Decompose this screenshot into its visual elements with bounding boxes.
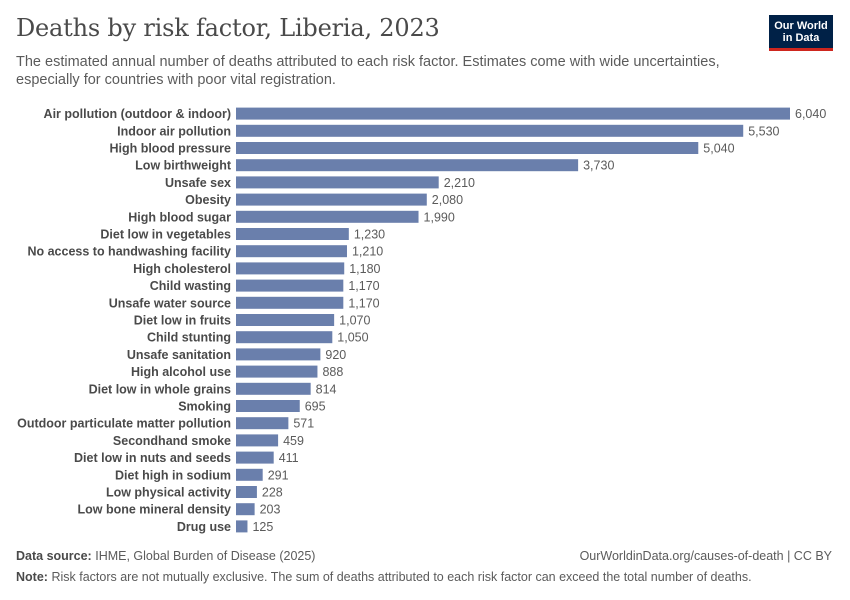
bar[interactable] <box>236 210 419 223</box>
value-label: 125 <box>252 520 273 534</box>
bar-chart: Air pollution (outdoor & indoor) 6,040 Ind… <box>17 107 826 534</box>
value-label: 571 <box>293 417 314 431</box>
category-label: High cholesterol <box>133 262 231 276</box>
category-label: Low bone mineral density <box>78 503 232 517</box>
bar[interactable] <box>236 365 318 378</box>
bar[interactable] <box>236 400 300 412</box>
bar[interactable] <box>236 417 289 430</box>
bar[interactable] <box>236 245 347 258</box>
category-label: No access to handwashing facility <box>27 245 231 259</box>
bar[interactable] <box>236 228 349 240</box>
value-label: 814 <box>316 382 337 396</box>
note-label: Note: <box>16 570 48 584</box>
value-label: 411 <box>279 451 299 465</box>
bar[interactable] <box>236 314 335 326</box>
value-label: 459 <box>283 434 304 448</box>
value-label: 5,040 <box>703 142 734 156</box>
chart-title: Deaths by risk factor, Liberia, 2023 <box>16 14 440 42</box>
value-label: 228 <box>262 486 283 500</box>
bar[interactable] <box>236 503 255 516</box>
bar[interactable] <box>236 107 790 120</box>
value-label: 1,170 <box>348 279 379 293</box>
value-label: 2,210 <box>444 176 475 190</box>
bar[interactable] <box>236 124 744 137</box>
bar[interactable] <box>236 176 439 189</box>
category-label: Smoking <box>178 400 231 414</box>
category-label: Secondhand smoke <box>113 434 231 448</box>
category-label: Low birthweight <box>135 159 232 173</box>
bar[interactable] <box>236 348 321 361</box>
bar[interactable] <box>236 520 248 533</box>
value-label: 203 <box>260 503 281 517</box>
owid-logo[interactable]: Our World in Data <box>769 15 833 51</box>
logo-line-2: in Data <box>782 32 820 44</box>
bar[interactable] <box>236 331 333 344</box>
category-label: Unsafe sanitation <box>127 348 231 362</box>
value-label: 291 <box>268 468 289 482</box>
category-label: Air pollution (outdoor & indoor) <box>44 107 231 121</box>
value-label: 6,040 <box>795 107 826 121</box>
value-label: 1,990 <box>424 210 455 224</box>
category-label: Indoor air pollution <box>117 124 231 138</box>
source-url-link[interactable]: OurWorldinData.org/causes-of-death | CC … <box>579 549 832 563</box>
bar[interactable] <box>236 382 311 395</box>
bar[interactable] <box>236 451 274 464</box>
value-label: 1,230 <box>354 228 385 242</box>
value-label: 3,730 <box>583 159 614 173</box>
note-text: Risk factors are not mutually exclusive.… <box>51 570 752 584</box>
value-label: 1,050 <box>337 331 368 345</box>
value-label: 695 <box>305 400 326 414</box>
value-label: 2,080 <box>432 193 463 207</box>
bar[interactable] <box>236 262 345 275</box>
value-label: 1,070 <box>339 314 370 328</box>
bar[interactable] <box>236 486 257 498</box>
category-label: Child stunting <box>147 331 231 345</box>
bar[interactable] <box>236 279 344 292</box>
category-label: Child wasting <box>150 279 231 293</box>
value-label: 5,530 <box>748 124 779 138</box>
category-label: Outdoor particulate matter pollution <box>17 417 231 431</box>
category-label: Diet low in fruits <box>134 314 231 328</box>
value-label: 1,210 <box>352 245 383 259</box>
category-label: Unsafe sex <box>165 176 231 190</box>
bar[interactable] <box>236 142 699 154</box>
chart-note: Note: Risk factors are not mutually excl… <box>16 570 752 584</box>
bar[interactable] <box>236 468 263 481</box>
bar[interactable] <box>236 434 279 447</box>
category-label: High alcohol use <box>131 365 231 379</box>
value-label: 920 <box>325 348 346 362</box>
category-label: High blood pressure <box>109 142 231 156</box>
source-text[interactable]: IHME, Global Burden of Disease (2025) <box>95 549 316 563</box>
category-label: Diet low in vegetables <box>100 228 231 242</box>
value-label: 1,170 <box>348 296 379 310</box>
category-label: Obesity <box>185 193 231 207</box>
value-label: 888 <box>322 365 343 379</box>
category-label: Diet low in nuts and seeds <box>74 451 231 465</box>
logo-line-1: Our World <box>774 20 828 32</box>
category-label: Diet high in sodium <box>115 468 231 482</box>
category-label: Diet low in whole grains <box>89 382 231 396</box>
chart-subtitle: The estimated annual number of deaths at… <box>16 54 720 88</box>
data-source: Data source: IHME, Global Burden of Dise… <box>16 549 315 563</box>
bar[interactable] <box>236 193 427 206</box>
value-label: 1,180 <box>349 262 380 276</box>
bar[interactable] <box>236 296 344 309</box>
category-label: Unsafe water source <box>109 296 231 310</box>
source-label: Data source: <box>16 549 92 563</box>
category-label: Low physical activity <box>106 486 231 500</box>
category-label: Drug use <box>177 520 231 534</box>
bar[interactable] <box>236 159 579 172</box>
category-label: High blood sugar <box>128 210 231 224</box>
